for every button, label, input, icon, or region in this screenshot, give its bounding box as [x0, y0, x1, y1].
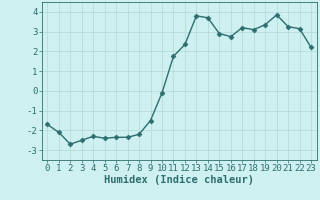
- X-axis label: Humidex (Indice chaleur): Humidex (Indice chaleur): [104, 175, 254, 185]
